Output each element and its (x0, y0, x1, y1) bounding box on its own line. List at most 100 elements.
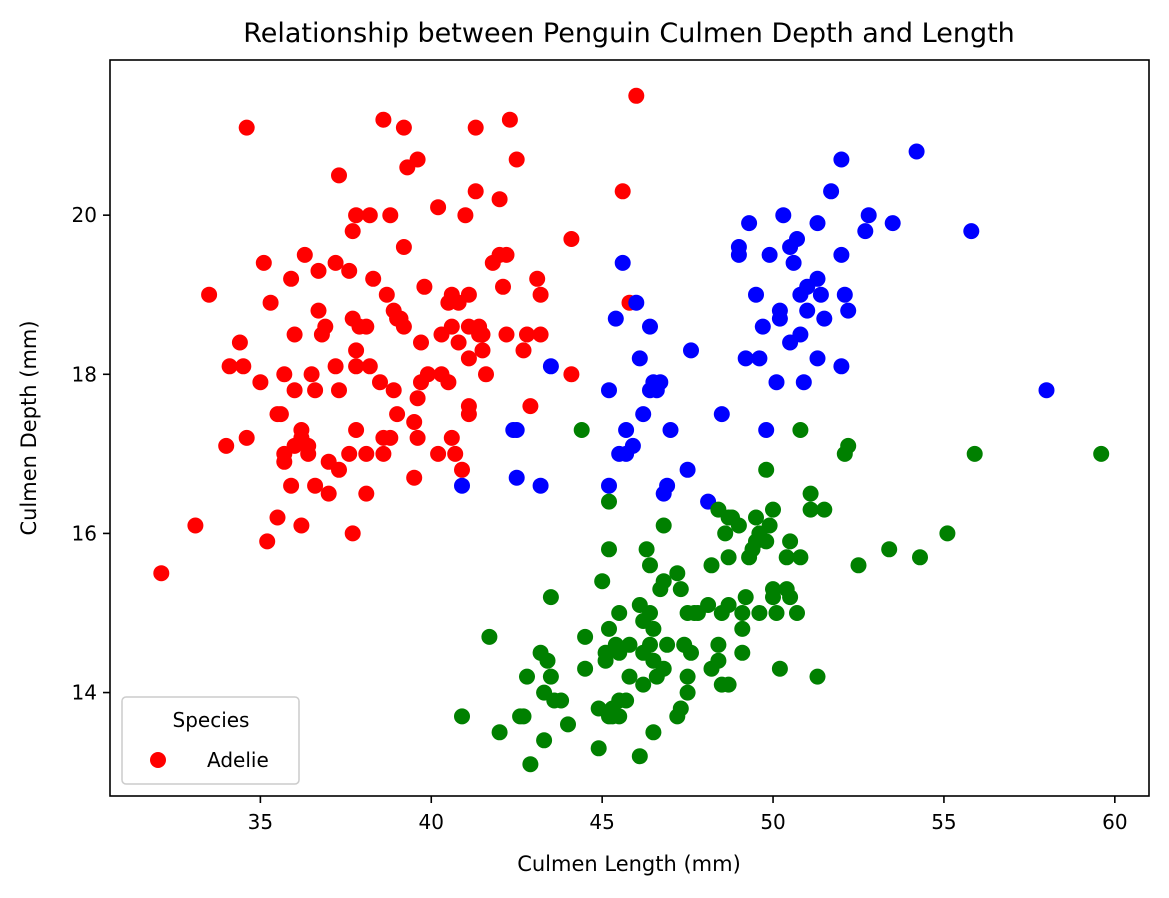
scatter-point-s0-15 (272, 406, 289, 423)
scatter-point-s1-41 (775, 207, 792, 224)
scatter-point-s0-27 (296, 246, 313, 263)
scatter-point-s1-37 (761, 246, 778, 263)
scatter-point-s0-7 (238, 119, 255, 136)
scatter-point-s0-80 (409, 429, 426, 446)
scatter-point-s1-65 (908, 143, 925, 160)
scatter-point-s2-61 (679, 684, 696, 701)
scatter-point-s0-74 (395, 119, 412, 136)
scatter-point-s2-56 (669, 565, 686, 582)
scatter-point-s1-4 (532, 477, 549, 494)
scatter-point-s2-14 (553, 692, 570, 709)
scatter-point-s2-79 (720, 597, 737, 613)
scatter-point-s0-73 (395, 318, 412, 335)
scatter-point-s1-40 (771, 310, 788, 327)
scatter-point-s1-54 (812, 286, 829, 303)
scatter-point-s1-17 (642, 318, 658, 335)
scatter-point-s1-35 (754, 318, 771, 335)
scatter-point-s0-3 (218, 437, 235, 454)
x-tick-label-1: 40 (419, 810, 444, 834)
scatter-point-s0-36 (317, 318, 334, 335)
scatter-point-s2-16 (573, 422, 590, 438)
scatter-point-s2-11 (542, 668, 559, 685)
x-tick-label-3: 50 (760, 810, 785, 834)
scatter-point-s0-81 (413, 334, 429, 351)
scatter-point-s2-96 (765, 581, 781, 598)
scatter-point-s2-48 (645, 620, 662, 637)
scatter-point-s0-18 (276, 453, 293, 470)
scatter-point-s1-13 (624, 437, 641, 454)
scatter-point-s0-43 (331, 382, 347, 399)
scatter-point-s0-126 (563, 366, 580, 383)
scatter-point-s0-65 (382, 429, 399, 446)
scatter-point-s1-28 (713, 406, 730, 423)
scatter-point-s0-12 (262, 294, 279, 311)
scatter-point-s0-1 (187, 517, 204, 534)
y-axis-ticks: 14 16 18 20 (72, 203, 110, 705)
scatter-point-s0-110 (478, 366, 494, 383)
scatter-point-s1-26 (683, 342, 699, 359)
scatter-point-s0-104 (467, 183, 484, 200)
scatter-point-s0-109 (474, 326, 491, 343)
scatter-point-s2-8 (536, 732, 553, 749)
scatter-point-s0-78 (409, 390, 426, 407)
scatter-point-s1-36 (758, 422, 775, 438)
legend-marker-adelie (150, 752, 166, 768)
scatter-point-s0-72 (395, 239, 412, 255)
scatter-point-s1-64 (884, 215, 901, 232)
scatter-point-s2-45 (642, 557, 658, 574)
chart-title: Relationship between Penguin Culmen Dept… (243, 18, 1015, 49)
scatter-point-s0-10 (255, 254, 272, 271)
scatter-point-s2-0 (454, 708, 470, 725)
x-axis-ticks: 35 40 45 50 55 60 (248, 796, 1128, 834)
scatter-point-s2-41 (635, 676, 652, 693)
x-tick-label-5: 60 (1102, 810, 1127, 834)
scatter-point-s0-115 (498, 246, 515, 263)
scatter-point-s2-18 (577, 628, 594, 645)
scatter-point-s0-124 (532, 326, 549, 343)
scatter-point-s2-89 (748, 509, 764, 526)
scatter-point-s0-25 (293, 517, 310, 534)
scatter-point-s2-58 (672, 700, 689, 717)
scatter-point-s2-53 (655, 517, 672, 534)
scatter-point-s0-92 (443, 318, 460, 335)
scatter-point-s2-81 (730, 517, 747, 534)
scatter-point-s2-112 (840, 437, 857, 454)
scatter-point-s2-106 (792, 422, 809, 438)
scatter-point-s2-15 (560, 716, 576, 733)
scatter-point-s0-103 (460, 398, 477, 415)
scatter-point-s1-49 (799, 302, 816, 319)
scatter-point-s0-49 (348, 207, 365, 224)
scatter-point-s1-14 (628, 294, 645, 311)
scatter-point-s0-77 (406, 469, 423, 486)
scatter-point-s1-2 (508, 422, 525, 438)
scatter-point-s1-3 (508, 469, 525, 486)
scatter-point-s0-57 (361, 207, 378, 224)
scatter-point-s2-38 (631, 748, 648, 765)
scatter-point-s0-112 (491, 191, 508, 208)
legend-label-adelie: Adelie (207, 748, 269, 772)
scatter-point-s0-51 (348, 358, 365, 375)
scatter-point-s2-26 (601, 493, 617, 510)
scatter-point-s2-52 (655, 660, 672, 677)
scatter-point-s0-56 (358, 445, 375, 462)
scatter-point-s1-34 (751, 350, 768, 367)
scatter-point-s1-60 (836, 286, 853, 303)
scatter-point-s1-55 (816, 310, 833, 327)
scatter-point-s2-97 (765, 501, 781, 518)
scatter-point-s2-110 (816, 501, 833, 518)
scatter-point-s2-31 (611, 708, 628, 725)
scatter-point-s2-55 (659, 636, 676, 653)
scatter-point-s1-23 (659, 477, 676, 494)
scatter-point-s0-22 (286, 326, 303, 343)
scatter-point-s0-60 (372, 374, 388, 391)
scatter-point-s0-32 (307, 477, 324, 494)
scatter-point-s0-98 (457, 207, 474, 224)
scatter-point-s2-71 (710, 652, 727, 669)
scatter-point-s0-0 (153, 565, 170, 582)
legend-box (121, 696, 300, 785)
plot-frame (109, 59, 1150, 797)
scatter-point-s0-58 (361, 358, 378, 375)
scatter-point-s2-1 (481, 628, 498, 645)
scatter-point-s2-98 (768, 605, 785, 621)
